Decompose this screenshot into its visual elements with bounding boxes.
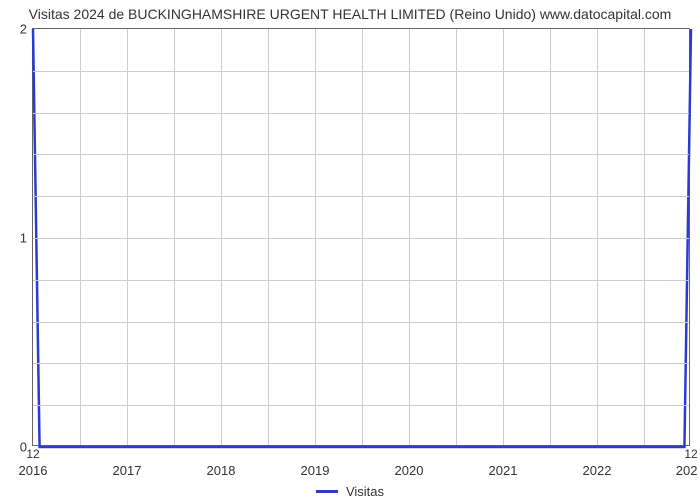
gridline-horizontal bbox=[33, 238, 689, 239]
gridline-horizontal bbox=[33, 196, 689, 197]
gridline-vertical bbox=[127, 29, 128, 445]
gridline-vertical bbox=[315, 29, 316, 445]
x-tick-label: 2019 bbox=[301, 463, 330, 478]
x-tick-label: 2020 bbox=[395, 463, 424, 478]
x-tick-label: 2018 bbox=[207, 463, 236, 478]
gridline-vertical bbox=[550, 29, 551, 445]
gridline-vertical bbox=[268, 29, 269, 445]
y-tick-label: 1 bbox=[20, 231, 27, 246]
gridline-horizontal bbox=[33, 363, 689, 364]
x-tick-label-partial: 202 bbox=[676, 463, 698, 478]
legend: Visitas bbox=[0, 484, 700, 499]
data-point-label: 12 bbox=[26, 447, 39, 461]
gridline-horizontal bbox=[33, 154, 689, 155]
gridline-vertical bbox=[80, 29, 81, 445]
gridline-horizontal bbox=[33, 71, 689, 72]
gridline-vertical bbox=[597, 29, 598, 445]
x-tick-label: 2017 bbox=[113, 463, 142, 478]
gridline-horizontal bbox=[33, 322, 689, 323]
data-point-label: 12 bbox=[684, 447, 697, 461]
gridline-vertical bbox=[221, 29, 222, 445]
chart-title: Visitas 2024 de BUCKINGHAMSHIRE URGENT H… bbox=[0, 6, 700, 22]
gridline-vertical bbox=[503, 29, 504, 445]
gridline-vertical bbox=[174, 29, 175, 445]
gridline-horizontal bbox=[33, 280, 689, 281]
gridline-vertical bbox=[409, 29, 410, 445]
gridline-vertical bbox=[644, 29, 645, 445]
x-tick-label: 2022 bbox=[583, 463, 612, 478]
gridline-horizontal bbox=[33, 405, 689, 406]
legend-label: Visitas bbox=[346, 484, 384, 499]
gridline-vertical bbox=[456, 29, 457, 445]
legend-swatch bbox=[316, 490, 338, 493]
y-tick-label: 2 bbox=[20, 22, 27, 37]
x-tick-label: 2016 bbox=[19, 463, 48, 478]
gridline-horizontal bbox=[33, 113, 689, 114]
x-tick-label: 2021 bbox=[489, 463, 518, 478]
gridline-vertical bbox=[362, 29, 363, 445]
plot-area: 01220162017201820192020202120222021212 bbox=[32, 28, 690, 446]
